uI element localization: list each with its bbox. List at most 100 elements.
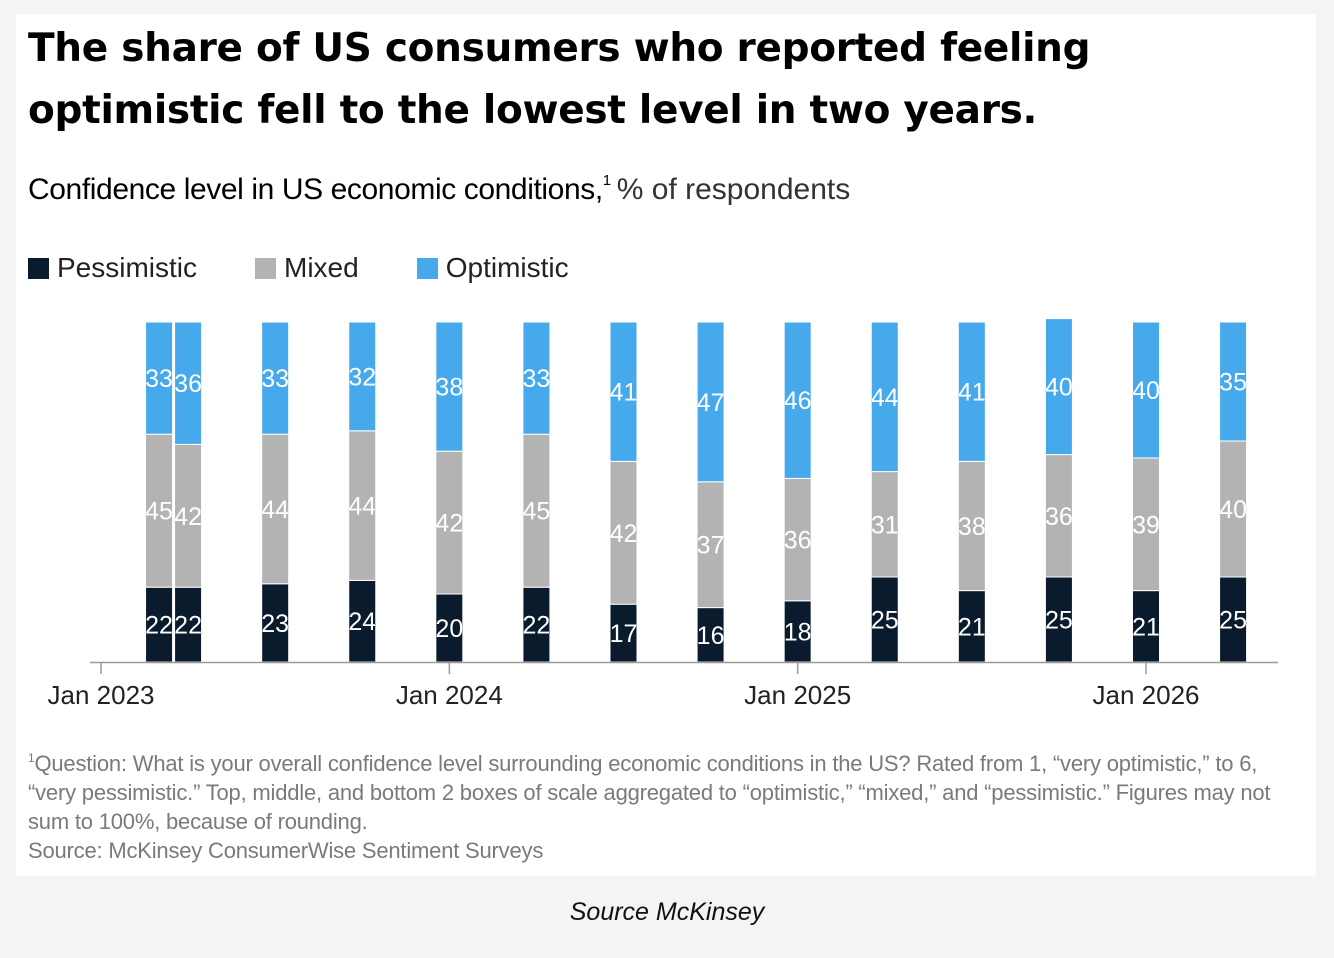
bar-pessimistic-2 — [174, 586, 203, 663]
footnote-source: Source: McKinsey ConsumerWise Sentiment … — [28, 838, 544, 863]
bar-optimistic-8 — [696, 321, 725, 483]
data-label-pessimistic-6: 22 — [523, 612, 551, 640]
data-label-mixed-12: 36 — [1045, 503, 1073, 531]
data-label-mixed-1: 45 — [145, 498, 173, 526]
bar-optimistic-7 — [609, 321, 638, 462]
bar-pessimistic-1 — [145, 586, 174, 663]
bar-mixed-8 — [696, 481, 725, 609]
legend-swatch-pessimistic — [28, 257, 49, 279]
subtitle-footnote-mark: 1 — [602, 172, 611, 189]
data-label-mixed-14: 40 — [1219, 496, 1247, 524]
legend-label-mixed: Mixed — [284, 252, 359, 283]
bar-optimistic-12 — [1044, 318, 1073, 456]
bar-optimistic-4 — [348, 321, 377, 432]
bar-mixed-3 — [261, 433, 290, 585]
legend-label-pessimistic: Pessimistic — [57, 252, 198, 283]
data-label-mixed-4: 44 — [348, 493, 376, 521]
x-tick-label-2: Jan 2024 — [396, 680, 503, 710]
data-label-optimistic-2: 36 — [174, 370, 202, 398]
chart-footnote: 1Question: What is your overall confiden… — [28, 744, 1308, 865]
bar-mixed-10 — [870, 471, 899, 578]
bar-mixed-7 — [609, 460, 638, 605]
data-label-optimistic-8: 47 — [697, 389, 725, 417]
chart-legend: Pessimistic Mixed Optimistic — [28, 252, 627, 284]
data-label-mixed-10: 31 — [871, 511, 899, 539]
bar-pessimistic-4 — [348, 579, 377, 663]
bar-optimistic-3 — [261, 321, 290, 435]
bar-mixed-12 — [1044, 454, 1073, 578]
data-label-optimistic-10: 44 — [871, 384, 899, 412]
bar-optimistic-6 — [522, 321, 551, 435]
data-label-pessimistic-9: 18 — [784, 618, 812, 646]
footnote-mark: 1 — [28, 751, 35, 765]
chart-card: The share of US consumers who reported f… — [16, 14, 1316, 876]
legend-label-optimistic: Optimistic — [445, 252, 569, 283]
legend-item-mixed: Mixed — [255, 252, 359, 284]
footnote-text: Question: What is your overall confidenc… — [28, 751, 1271, 834]
data-label-pessimistic-14: 25 — [1219, 607, 1247, 635]
bar-optimistic-10 — [870, 321, 899, 473]
data-label-pessimistic-7: 17 — [610, 620, 638, 648]
bar-mixed-4 — [348, 430, 377, 581]
data-label-optimistic-12: 40 — [1045, 374, 1073, 402]
x-tick-label-1: Jan 2023 — [48, 680, 155, 710]
bar-pessimistic-7 — [609, 603, 638, 663]
data-label-mixed-5: 42 — [435, 510, 463, 538]
footnote-question: 1Question: What is your overall confiden… — [28, 744, 1308, 836]
data-label-pessimistic-4: 24 — [348, 608, 376, 636]
x-tick-label-4: Jan 2026 — [1093, 680, 1200, 710]
data-label-mixed-11: 38 — [958, 513, 986, 541]
bar-optimistic-2 — [174, 321, 203, 445]
subtitle-unit: % of respondents — [616, 173, 851, 206]
data-label-optimistic-5: 38 — [435, 374, 463, 402]
legend-item-optimistic: Optimistic — [416, 252, 569, 284]
data-label-mixed-7: 42 — [610, 520, 638, 548]
data-label-optimistic-1: 33 — [145, 365, 173, 393]
data-label-pessimistic-13: 21 — [1132, 613, 1160, 641]
bar-pessimistic-6 — [522, 586, 551, 663]
data-label-optimistic-14: 35 — [1219, 369, 1247, 397]
subtitle-text: Confidence level in US economic conditio… — [28, 173, 603, 206]
chart-subtitle: Confidence level in US economic conditio… — [28, 172, 850, 207]
bar-mixed-1 — [145, 433, 174, 588]
data-label-optimistic-11: 41 — [958, 379, 986, 407]
data-label-optimistic-4: 32 — [348, 363, 376, 391]
data-label-pessimistic-12: 25 — [1045, 607, 1073, 635]
data-label-mixed-3: 44 — [261, 496, 289, 524]
bar-optimistic-1 — [145, 321, 174, 435]
x-tick-label-3: Jan 2025 — [744, 680, 851, 710]
data-label-mixed-13: 39 — [1132, 511, 1160, 539]
data-label-pessimistic-5: 20 — [435, 615, 463, 643]
data-label-optimistic-6: 33 — [523, 365, 551, 393]
data-label-mixed-8: 37 — [697, 532, 725, 560]
bar-mixed-14 — [1219, 440, 1248, 578]
data-label-optimistic-9: 46 — [784, 387, 812, 415]
data-label-optimistic-13: 40 — [1132, 377, 1160, 405]
data-label-pessimistic-1: 22 — [145, 612, 173, 640]
stacked-bar-chart: 22 45 33 22 42 36 23 44 33 24 44 32 20 42 38 22 45 33 17 42… — [48, 318, 1278, 710]
bar-mixed-13 — [1132, 457, 1160, 592]
bar-mixed-11 — [957, 460, 986, 592]
data-label-pessimistic-3: 23 — [261, 610, 289, 638]
data-label-mixed-2: 42 — [174, 503, 202, 531]
bar-mixed-9 — [783, 477, 812, 602]
data-label-optimistic-7: 41 — [610, 379, 638, 407]
data-label-optimistic-3: 33 — [261, 365, 289, 393]
data-label-pessimistic-8: 16 — [697, 622, 725, 650]
legend-item-pessimistic: Pessimistic — [28, 252, 197, 284]
data-label-mixed-6: 45 — [523, 498, 551, 526]
bar-optimistic-11 — [957, 321, 986, 462]
bar-mixed-2 — [174, 443, 203, 588]
chart-title: The share of US consumers who reported f… — [28, 26, 1091, 133]
bar-pessimistic-10 — [870, 576, 899, 663]
image-caption: Source McKinsey — [569, 898, 765, 926]
bar-optimistic-5 — [435, 321, 464, 452]
legend-swatch-optimistic — [416, 257, 438, 279]
data-label-pessimistic-2: 22 — [174, 612, 202, 640]
bar-optimistic-13 — [1132, 321, 1160, 459]
bar-optimistic-9 — [783, 321, 812, 479]
bar-optimistic-14 — [1219, 321, 1248, 442]
bar-mixed-6 — [522, 433, 551, 588]
data-label-pessimistic-11: 21 — [958, 613, 986, 641]
data-label-mixed-9: 36 — [784, 527, 812, 555]
